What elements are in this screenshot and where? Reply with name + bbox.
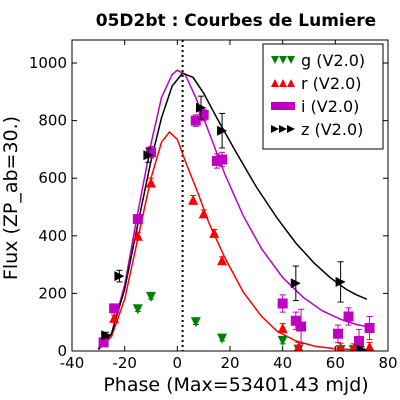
legend-marker xyxy=(279,102,287,110)
data-point xyxy=(101,330,112,341)
data-point xyxy=(198,109,209,120)
data-point xyxy=(217,125,228,136)
legend-marker xyxy=(279,79,287,87)
legend-marker xyxy=(271,125,279,133)
y-tick-label: 200 xyxy=(38,284,67,302)
y-tick-label: 1000 xyxy=(29,54,67,72)
data-point xyxy=(196,102,206,113)
data-point xyxy=(143,150,154,161)
data-point xyxy=(277,298,288,309)
data-point xyxy=(98,337,109,348)
legend-marker xyxy=(287,125,295,133)
data-point xyxy=(356,344,367,351)
plot-content xyxy=(97,40,375,351)
data-point xyxy=(188,194,199,205)
data-point xyxy=(332,328,343,339)
y-tick-label: 400 xyxy=(38,227,67,245)
x-tick-label: 80 xyxy=(378,354,397,372)
data-point xyxy=(343,311,354,322)
data-point xyxy=(109,312,120,323)
data-point xyxy=(198,208,209,219)
chart-title: 05D2bt : Courbes de Lumiere xyxy=(96,11,376,31)
y-tick-label: 800 xyxy=(38,112,67,130)
data-point xyxy=(211,155,222,166)
legend-marker xyxy=(287,56,295,64)
y-axis-label: Flux (ZP_ab=30.) xyxy=(0,116,22,280)
model-curve xyxy=(97,131,367,351)
data-point xyxy=(290,278,301,289)
x-tick-label: -20 xyxy=(112,354,137,372)
data-point xyxy=(293,341,304,351)
y-tick-label: 0 xyxy=(57,342,67,360)
data-point xyxy=(336,342,345,351)
legend-label: i (V2.0) xyxy=(301,97,359,116)
data-point xyxy=(217,255,228,266)
data-point xyxy=(146,147,156,158)
x-tick-label: -40 xyxy=(60,354,85,372)
legend-marker xyxy=(279,125,287,133)
y-tick-label: 600 xyxy=(38,169,67,187)
legend-label: g (V2.0) xyxy=(301,51,365,70)
data-point xyxy=(146,177,156,188)
data-point xyxy=(335,276,346,287)
data-point xyxy=(290,315,301,326)
legend-label: r (V2.0) xyxy=(301,74,362,93)
data-point xyxy=(349,343,358,351)
data-point xyxy=(132,230,143,241)
legend-marker xyxy=(271,102,279,110)
data-point xyxy=(217,154,228,165)
legend-marker xyxy=(271,56,279,64)
x-tick-label: 40 xyxy=(273,354,292,372)
x-axis-label: Phase (Max=53401.43 mjd) xyxy=(103,374,368,396)
data-point xyxy=(109,303,120,314)
data-point xyxy=(190,317,201,328)
data-point xyxy=(132,304,143,315)
data-point xyxy=(132,214,143,225)
data-point xyxy=(364,341,375,351)
model-curve xyxy=(97,72,368,350)
x-tick-label: 60 xyxy=(326,354,345,372)
data-point xyxy=(114,271,125,282)
legend-marker xyxy=(287,102,295,110)
data-point xyxy=(354,335,365,346)
legend-marker xyxy=(287,79,295,87)
data-point xyxy=(217,333,228,344)
data-point xyxy=(146,291,156,302)
legend: g (V2.0) r (V2.0) i (V2.0) z (V2.0) xyxy=(262,43,384,150)
legend-marker xyxy=(271,79,279,87)
legend-marker xyxy=(279,56,287,64)
data-point xyxy=(190,115,201,126)
data-point xyxy=(209,227,220,238)
x-tick-label: 20 xyxy=(220,354,239,372)
data-point xyxy=(296,321,307,332)
legend-label: z (V2.0) xyxy=(301,120,363,139)
data-point xyxy=(364,322,375,333)
data-point xyxy=(277,335,288,346)
data-point xyxy=(277,323,288,333)
x-tick-label: 0 xyxy=(173,354,183,372)
